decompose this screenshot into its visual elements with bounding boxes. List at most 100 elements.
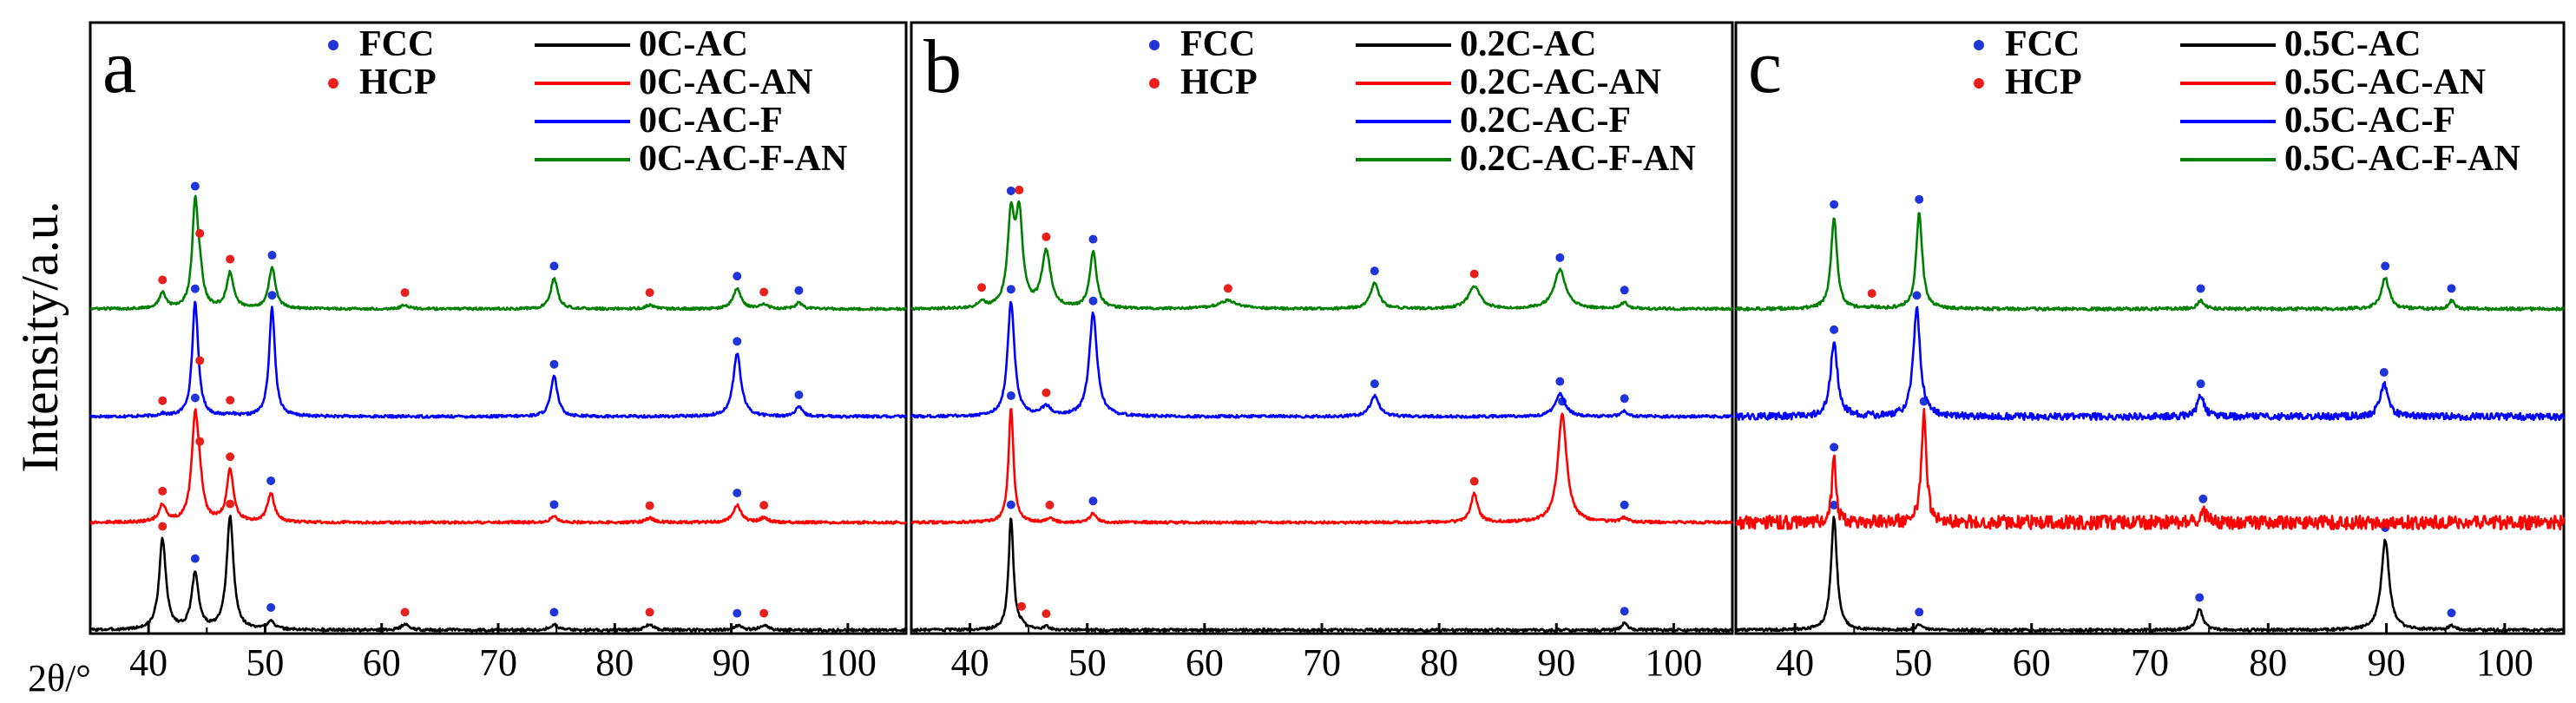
peak-marker-hcp [1017,601,1027,611]
series-line-0c-ac-f-an [89,194,908,312]
peak-marker-fcc [733,272,742,281]
peak-marker-hcp [645,288,654,298]
peak-marker-fcc [549,261,559,271]
peak-marker-hcp [645,608,654,617]
legend-series-label: 0.5C-AC-F [2284,101,2455,141]
x-tick-label: 70 [2131,641,2169,684]
x-tick-label: 80 [2249,641,2287,684]
peak-marker-hcp [226,254,235,264]
peak-marker-hcp [195,356,205,365]
legend-marker-hcp [1149,78,1160,89]
legend-series-label: 0.2C-AC-F [1460,101,1631,141]
peak-marker-hcp [1223,284,1232,293]
peak-marker-fcc [2447,284,2456,293]
x-tick-label: 80 [595,641,634,684]
peak-marker-fcc [549,500,559,509]
x-axis-label: 2θ/° [28,657,91,700]
series-line-05c-ac [1734,516,2565,633]
x-tick-label: 50 [1894,641,1932,684]
legend-series-label: 0C-AC-AN [639,62,813,102]
peak-marker-fcc [2195,593,2205,602]
legend-marker-fcc [1974,40,1984,50]
x-tick-label: 40 [129,641,168,684]
peak-marker-fcc [267,291,277,300]
legend-series-label: 0C-AC [639,24,748,64]
peak-marker-fcc [2379,368,2389,378]
peak-marker-fcc [1620,394,1629,404]
panel-letter: a [102,25,136,109]
peak-marker-hcp [759,608,769,618]
x-tick-label: 100 [1645,641,1702,684]
peak-marker-fcc [1620,286,1629,295]
legend-marker-hcp [328,78,338,89]
peak-marker-fcc [2196,284,2205,293]
peak-marker-hcp [158,396,168,405]
peak-marker-fcc [1006,500,1015,509]
x-tick-label: 40 [951,641,989,684]
legend-marker-fcc [328,40,338,50]
legend-series-label: 0C-AC-F-AN [639,139,847,179]
peak-marker-hcp [158,275,168,285]
peak-marker-hcp [1045,500,1055,509]
peak-marker-fcc [1915,194,1924,204]
peak-marker-hcp [158,486,168,496]
legend-marker-label: HCP [359,62,437,102]
peak-marker-hcp [1042,388,1051,397]
x-tick-label: 60 [1186,641,1224,684]
legend-marker-label: HCP [1180,62,1258,102]
peak-marker-fcc [1620,500,1629,509]
series-line-05c-ac-an [1735,407,2566,531]
x-tick-label: 50 [1068,641,1107,684]
legend-series-label: 0.2C-AC-F-AN [1460,139,1696,179]
peak-marker-fcc [190,181,200,191]
peak-marker-hcp [195,228,205,238]
x-tick-label: 50 [246,641,284,684]
peak-marker-hcp [977,283,987,292]
peak-marker-hcp [158,522,168,531]
legend-series-label: 0.2C-AC-AN [1460,62,1661,102]
x-tick-label: 100 [2476,641,2533,684]
peak-marker-fcc [549,359,559,369]
peak-marker-hcp [1042,232,1051,241]
legend-marker-hcp [1974,78,1984,89]
legend-marker-label: HCP [2005,62,2082,102]
peak-marker-fcc [794,391,804,400]
peak-marker-fcc [1006,391,1015,400]
panel-frame [89,21,908,635]
peak-marker-fcc [266,476,276,485]
peak-marker-fcc [1088,496,1098,506]
peak-marker-hcp [1469,476,1479,486]
peak-marker-fcc [1912,291,1922,300]
legend-marker-label: FCC [1180,24,1255,64]
peak-marker-hcp [195,437,205,446]
peak-marker-fcc [2447,608,2456,618]
series-line-05c-ac-f-an [1735,212,2566,312]
x-tick-label: 90 [713,641,751,684]
peak-marker-fcc [794,286,804,295]
series-line-02c-ac-an [910,408,1733,525]
x-tick-label: 90 [2368,641,2406,684]
peak-marker-fcc [1006,186,1015,195]
x-tick-label: 70 [1303,641,1341,684]
peak-marker-fcc [1088,234,1098,244]
panel-letter: b [923,25,962,109]
peak-marker-fcc [190,284,200,293]
legend-series-label: 0.5C-AC-AN [2284,62,2486,102]
peak-marker-hcp [400,608,410,617]
peak-marker-hcp [645,501,654,510]
peak-marker-fcc [1830,200,1839,209]
peak-marker-fcc [1555,377,1565,386]
series-line-02c-ac [910,517,1733,633]
peak-marker-hcp [1867,289,1876,299]
legend-series-label: 0.5C-AC [2284,24,2421,64]
peak-marker-fcc [1830,500,1839,509]
peak-marker-hcp [226,452,235,462]
peak-marker-hcp [759,287,769,297]
peak-marker-fcc [2381,261,2390,271]
panel-letter: c [1748,25,1782,109]
peak-marker-fcc [266,602,276,612]
peak-marker-fcc [549,608,559,617]
